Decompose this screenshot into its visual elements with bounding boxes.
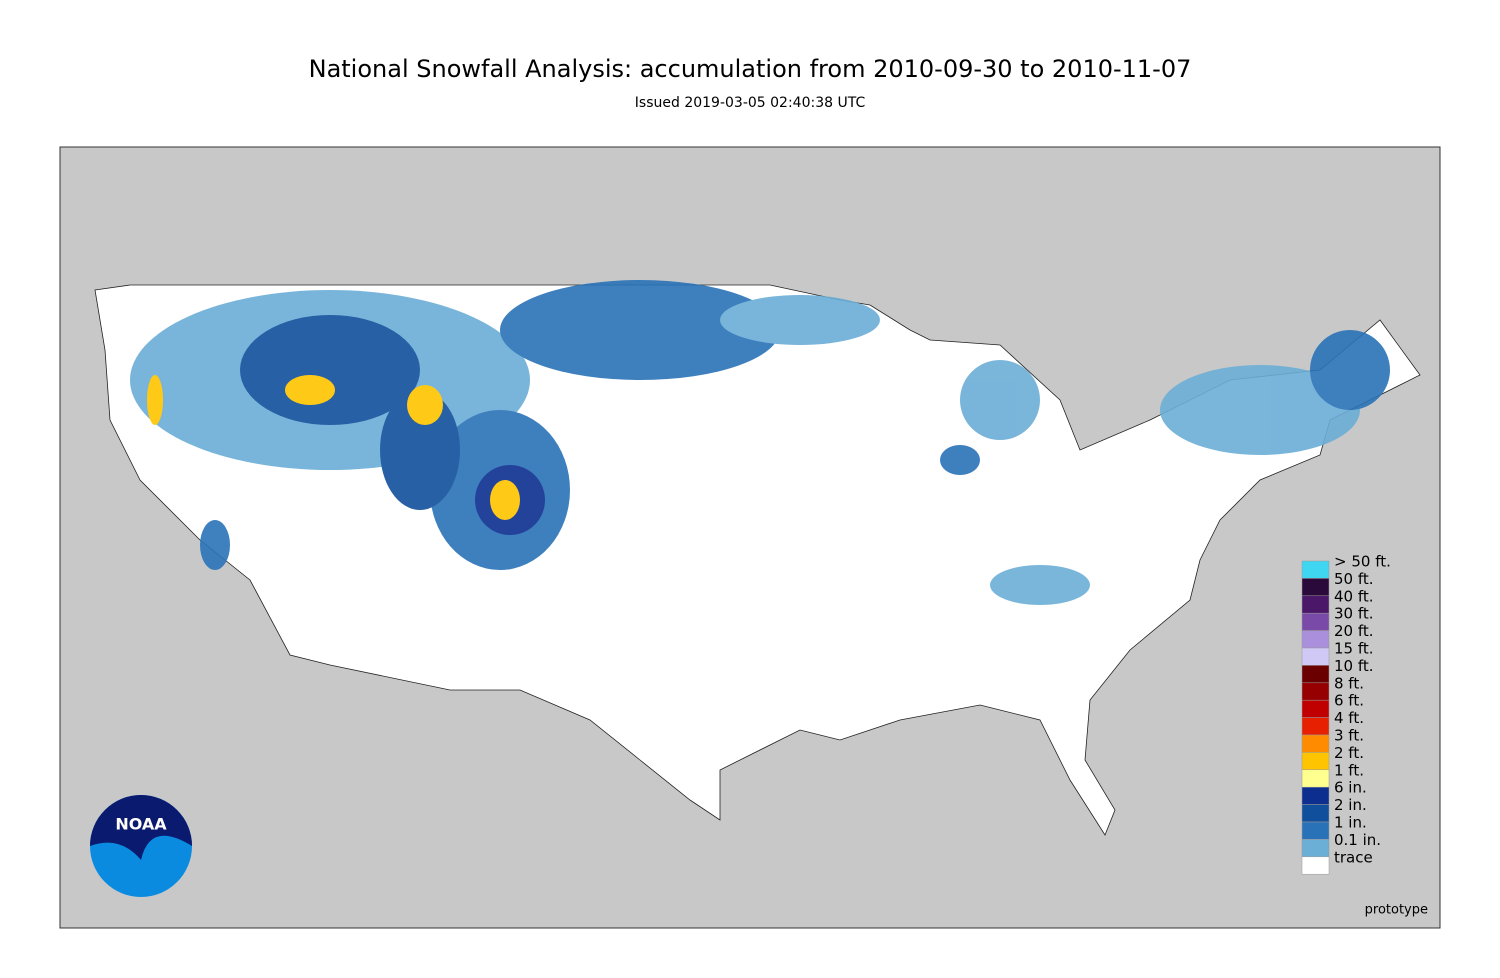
legend-swatch	[1301, 560, 1330, 579]
legend: > 50 ft.50 ft.40 ft.30 ft.20 ft.15 ft.10…	[1301, 553, 1391, 875]
legend-swatch	[1301, 752, 1330, 771]
legend-swatch	[1301, 786, 1330, 805]
legend-label: 6 in.	[1334, 779, 1367, 797]
legend-swatch	[1301, 856, 1330, 875]
legend-swatch	[1301, 665, 1330, 684]
title: National Snowfall Analysis: accumulation…	[309, 55, 1192, 83]
logo-text: NOAA	[115, 815, 167, 834]
legend-label: 8 ft.	[1334, 674, 1364, 692]
legend-swatch	[1301, 578, 1330, 597]
legend-swatch	[1301, 839, 1330, 858]
legend-swatch	[1301, 595, 1330, 614]
snow-cover	[130, 280, 1390, 605]
legend-label: 50 ft.	[1334, 570, 1374, 588]
legend-swatch	[1301, 821, 1330, 840]
legend-swatch	[1301, 682, 1330, 701]
legend-label: 0.1 in.	[1334, 831, 1381, 849]
legend-label: > 50 ft.	[1334, 553, 1391, 571]
legend-swatch	[1301, 734, 1330, 753]
legend-swatch	[1301, 769, 1330, 788]
legend-swatch	[1301, 647, 1330, 666]
legend-swatch	[1301, 717, 1330, 736]
legend-label: 2 in.	[1334, 796, 1367, 814]
legend-label: 1 in.	[1334, 814, 1367, 832]
legend-swatch	[1301, 612, 1330, 631]
legend-swatch	[1301, 699, 1330, 718]
subtitle: Issued 2019-03-05 02:40:38 UTC	[635, 95, 866, 111]
legend-swatch	[1301, 804, 1330, 823]
noaa-logo: NOAA	[90, 795, 192, 897]
legend-label: 6 ft.	[1334, 692, 1364, 710]
legend-label: 3 ft.	[1334, 727, 1364, 745]
legend-label: 10 ft.	[1334, 657, 1374, 675]
legend-swatch	[1301, 630, 1330, 649]
legend-label: 4 ft.	[1334, 709, 1364, 727]
legend-label: 15 ft.	[1334, 640, 1374, 658]
legend-label: 40 ft.	[1334, 587, 1374, 605]
legend-label: 1 ft.	[1334, 761, 1364, 779]
map	[59, 146, 1441, 929]
note: prototype	[1365, 903, 1428, 918]
legend-label: 2 ft.	[1334, 744, 1364, 762]
legend-label: trace	[1334, 848, 1373, 866]
legend-label: 20 ft.	[1334, 622, 1374, 640]
legend-label: 30 ft.	[1334, 605, 1374, 623]
